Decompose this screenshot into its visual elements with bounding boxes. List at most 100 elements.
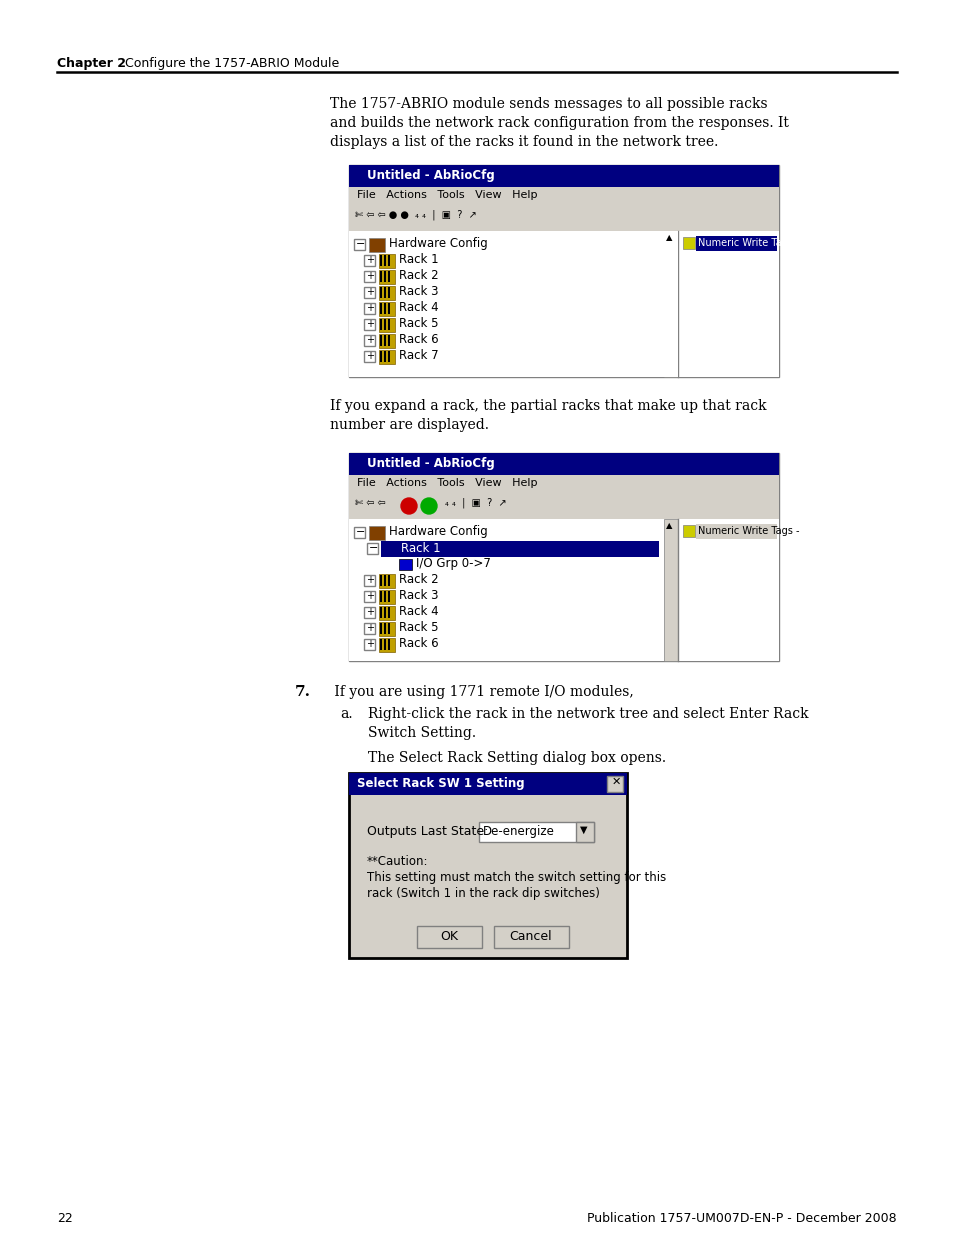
Text: +: + xyxy=(366,254,374,266)
Bar xyxy=(378,622,395,636)
Bar xyxy=(349,186,779,205)
Bar xyxy=(379,622,381,634)
Text: Untitled - AbRioCfg: Untitled - AbRioCfg xyxy=(367,169,495,182)
Bar xyxy=(379,592,381,601)
Bar xyxy=(384,335,386,346)
Bar xyxy=(364,606,375,618)
Bar xyxy=(384,606,386,618)
Text: and builds the network rack configuration from the responses. It: and builds the network rack configuratio… xyxy=(330,116,788,130)
Bar xyxy=(387,543,389,555)
Text: De-energize: De-energize xyxy=(482,825,555,839)
Text: Rack 2: Rack 2 xyxy=(398,269,438,282)
Bar xyxy=(378,287,395,300)
Bar xyxy=(356,803,618,916)
Text: The 1757-ABRIO module sends messages to all possible racks: The 1757-ABRIO module sends messages to … xyxy=(330,98,767,111)
Text: OK: OK xyxy=(439,930,457,944)
Text: +: + xyxy=(366,606,374,618)
Text: +: + xyxy=(366,303,374,312)
Bar xyxy=(381,542,397,556)
Text: Cancel: Cancel xyxy=(509,930,552,944)
Bar xyxy=(478,823,594,842)
Text: displays a list of the racks it found in the network tree.: displays a list of the racks it found in… xyxy=(330,135,718,149)
Bar xyxy=(349,493,779,519)
Bar xyxy=(349,475,779,493)
Bar xyxy=(380,541,659,557)
Bar xyxy=(369,238,385,252)
Text: ✄ ⇦ ⇦: ✄ ⇦ ⇦ xyxy=(355,498,385,508)
Text: **Caution:: **Caution: xyxy=(367,855,428,868)
Text: I/O Grp 0->7: I/O Grp 0->7 xyxy=(416,557,491,571)
Bar xyxy=(384,592,386,601)
Bar xyxy=(349,205,779,231)
Bar xyxy=(379,638,381,650)
Bar xyxy=(349,165,779,377)
Bar xyxy=(379,319,381,330)
Text: 7.: 7. xyxy=(294,685,311,699)
Text: Switch Setting.: Switch Setting. xyxy=(368,726,476,740)
Bar xyxy=(364,319,375,330)
Text: Rack 5: Rack 5 xyxy=(398,621,438,634)
Bar xyxy=(369,526,385,540)
Text: Chapter 2: Chapter 2 xyxy=(57,57,126,70)
Bar xyxy=(349,773,626,795)
Bar xyxy=(382,543,385,555)
Text: −: − xyxy=(355,240,365,249)
Text: Rack 4: Rack 4 xyxy=(398,301,438,314)
Bar xyxy=(696,524,776,538)
Bar xyxy=(379,335,381,346)
Bar xyxy=(349,453,779,661)
Bar xyxy=(388,270,390,282)
Bar xyxy=(378,270,395,284)
Text: +: + xyxy=(366,576,374,585)
Bar xyxy=(606,776,622,792)
Bar xyxy=(388,303,390,314)
Text: Numeric Write Tags -: Numeric Write Tags - xyxy=(698,526,799,536)
Text: ✕: ✕ xyxy=(612,777,620,787)
Text: Rack 3: Rack 3 xyxy=(398,589,438,601)
Bar xyxy=(364,592,375,601)
Text: Rack 7: Rack 7 xyxy=(398,350,438,362)
Text: Hardware Config: Hardware Config xyxy=(389,525,487,538)
Text: Publication 1757-UM007D-EN-P - December 2008: Publication 1757-UM007D-EN-P - December … xyxy=(587,1212,896,1225)
Text: ▲: ▲ xyxy=(665,521,672,530)
Bar xyxy=(364,303,375,314)
Bar xyxy=(364,270,375,282)
Bar xyxy=(388,335,390,346)
Text: Numeric Write Tags -: Numeric Write Tags - xyxy=(698,238,799,248)
Text: Rack 1: Rack 1 xyxy=(400,542,440,555)
Text: File   Actions   Tools   View   Help: File Actions Tools View Help xyxy=(356,190,537,200)
Bar xyxy=(388,254,390,266)
Text: rack (Switch 1 in the rack dip switches): rack (Switch 1 in the rack dip switches) xyxy=(367,887,599,900)
Text: Rack 6: Rack 6 xyxy=(398,333,438,346)
Text: Right-click the rack in the network tree and select Enter Rack: Right-click the rack in the network tree… xyxy=(368,706,808,721)
Text: +: + xyxy=(366,638,374,650)
Text: Rack 4: Rack 4 xyxy=(398,605,438,618)
Text: Hardware Config: Hardware Config xyxy=(389,237,487,249)
Text: 22: 22 xyxy=(57,1212,72,1225)
Bar xyxy=(378,254,395,268)
Bar xyxy=(379,606,381,618)
Bar xyxy=(378,350,395,364)
Text: Rack 2: Rack 2 xyxy=(398,573,438,585)
Text: number are displayed.: number are displayed. xyxy=(330,417,489,432)
Text: ✄ ⇦ ⇦ ● ●  ₄ ₄  |  ▣  ?  ↗: ✄ ⇦ ⇦ ● ● ₄ ₄ | ▣ ? ↗ xyxy=(355,210,476,221)
Text: Untitled - AbRioCfg: Untitled - AbRioCfg xyxy=(367,457,495,471)
Text: ₄ ₄  |  ▣  ?  ↗: ₄ ₄ | ▣ ? ↗ xyxy=(444,498,506,509)
Bar xyxy=(576,823,594,842)
Bar xyxy=(379,351,381,362)
Text: +: + xyxy=(366,622,374,634)
Bar xyxy=(384,319,386,330)
Bar xyxy=(388,622,390,634)
Bar xyxy=(379,303,381,314)
Bar xyxy=(388,576,390,585)
Bar xyxy=(384,638,386,650)
Text: Rack 6: Rack 6 xyxy=(398,637,438,650)
Text: ▲: ▲ xyxy=(665,233,672,242)
Bar xyxy=(364,638,375,650)
Bar xyxy=(379,287,381,298)
Bar xyxy=(364,335,375,346)
Circle shape xyxy=(420,498,436,514)
Text: ▼: ▼ xyxy=(579,825,587,835)
Bar xyxy=(364,287,375,298)
Text: Rack 1: Rack 1 xyxy=(398,253,438,266)
